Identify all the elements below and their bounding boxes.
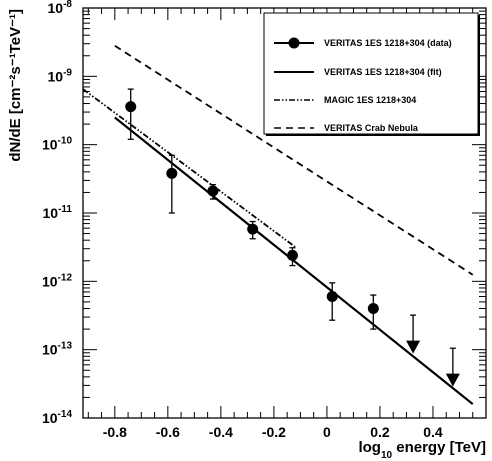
y-axis-title: dN/dE [cm⁻²s⁻¹TeV⁻¹]: [7, 9, 24, 162]
legend-label: MAGIC 1ES 1218+304: [324, 95, 416, 105]
x-axis-title: log10 energy [TeV]: [358, 439, 486, 461]
x-tick-label: 0: [323, 424, 331, 440]
data-point: [367, 303, 379, 315]
legend-label: VERITAS Crab Nebula: [324, 123, 419, 133]
upper-limit-marker: [406, 340, 421, 354]
y-tick-label: 10-12: [42, 272, 72, 289]
x-tick-label: -0.8: [103, 424, 127, 440]
y-tick-label: 10-9: [48, 67, 73, 84]
data-point: [166, 167, 178, 179]
data-point: [125, 101, 137, 113]
legend: VERITAS 1ES 1218+304 (data) VERITAS 1ES 1…: [263, 12, 480, 136]
y-tick-label: 10-14: [42, 409, 72, 426]
series-group: [82, 45, 474, 405]
x-tick-label: -0.6: [156, 424, 180, 440]
x-tick-label: 0.2: [370, 424, 390, 440]
x-tick-label: -0.4: [209, 424, 233, 440]
y-tick-label: 10-10: [42, 136, 72, 153]
axis-labels-group: log10 energy [TeV] dN/dE [cm⁻²s⁻¹TeV⁻¹]: [7, 9, 486, 461]
series-line-solid: [114, 116, 474, 405]
y-tick-label: 10-11: [43, 204, 73, 221]
y-tick-label: 10-13: [42, 341, 72, 358]
series-line-dash-dot-dot: [82, 88, 296, 248]
x-tick-label: -0.2: [262, 424, 286, 440]
legend-marker: [288, 37, 300, 49]
y-tick-label: 10-8: [48, 0, 73, 16]
legend-box: [263, 12, 479, 135]
axis-ticks-group: -0.8 -0.6 -0.4 -0.2 0 0.2 0.4 10-14 10-13 10-12 10…: [42, 0, 486, 440]
series-line-dashed: [114, 45, 474, 276]
upper-limit-marker: [445, 373, 460, 387]
legend-label: VERITAS 1ES 1218+304 (fit): [324, 67, 442, 77]
legend-label: VERITAS 1ES 1218+304 (data): [324, 38, 452, 48]
x-tick-label: 0.4: [423, 424, 443, 440]
